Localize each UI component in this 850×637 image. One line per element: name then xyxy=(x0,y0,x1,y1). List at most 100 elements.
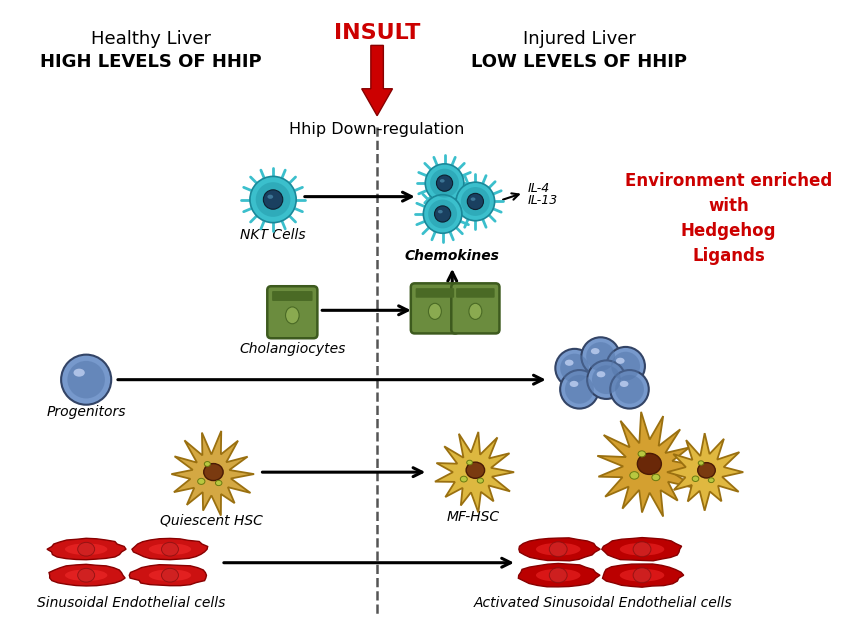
Ellipse shape xyxy=(198,478,205,484)
Polygon shape xyxy=(172,431,254,515)
FancyBboxPatch shape xyxy=(411,283,459,333)
Ellipse shape xyxy=(638,451,646,457)
Polygon shape xyxy=(362,45,393,116)
Ellipse shape xyxy=(469,303,482,319)
Text: LOW LEVELS OF HHIP: LOW LEVELS OF HHIP xyxy=(472,53,688,71)
Polygon shape xyxy=(667,433,743,511)
Polygon shape xyxy=(435,432,514,512)
Polygon shape xyxy=(132,538,207,560)
Ellipse shape xyxy=(536,543,581,555)
Text: HIGH LEVELS OF HHIP: HIGH LEVELS OF HHIP xyxy=(40,53,262,71)
Ellipse shape xyxy=(478,478,484,483)
Ellipse shape xyxy=(461,476,468,482)
Circle shape xyxy=(615,375,644,404)
Text: IL-13: IL-13 xyxy=(527,194,558,207)
Ellipse shape xyxy=(162,542,178,556)
Ellipse shape xyxy=(620,381,628,387)
Circle shape xyxy=(611,352,640,381)
Ellipse shape xyxy=(638,454,661,475)
Ellipse shape xyxy=(591,348,599,354)
Ellipse shape xyxy=(428,303,441,319)
Ellipse shape xyxy=(570,381,578,387)
Ellipse shape xyxy=(438,210,443,213)
Ellipse shape xyxy=(286,307,299,324)
Text: Cholangiocytes: Cholangiocytes xyxy=(239,342,345,356)
Circle shape xyxy=(565,375,594,404)
Ellipse shape xyxy=(597,371,605,377)
Circle shape xyxy=(428,199,457,229)
Ellipse shape xyxy=(73,369,85,376)
Circle shape xyxy=(430,169,459,197)
Text: Chemokines: Chemokines xyxy=(405,249,500,263)
Ellipse shape xyxy=(708,478,714,483)
Circle shape xyxy=(461,187,490,216)
Circle shape xyxy=(468,194,484,210)
Polygon shape xyxy=(518,564,600,587)
Polygon shape xyxy=(49,564,125,586)
Text: Healthy Liver: Healthy Liver xyxy=(91,30,211,48)
Text: Progenitors: Progenitors xyxy=(47,405,126,419)
Circle shape xyxy=(423,195,462,233)
Ellipse shape xyxy=(77,542,94,556)
Ellipse shape xyxy=(652,474,660,481)
FancyBboxPatch shape xyxy=(416,288,454,297)
Polygon shape xyxy=(47,538,126,560)
Ellipse shape xyxy=(471,197,475,201)
FancyBboxPatch shape xyxy=(267,286,317,338)
Circle shape xyxy=(434,206,451,222)
Text: NKT Cells: NKT Cells xyxy=(241,228,306,242)
Circle shape xyxy=(606,347,645,385)
Text: INSULT: INSULT xyxy=(334,23,420,43)
Polygon shape xyxy=(129,564,207,585)
Ellipse shape xyxy=(439,179,445,183)
Ellipse shape xyxy=(149,543,191,555)
FancyBboxPatch shape xyxy=(456,288,495,297)
Text: Sinusoidal Endothelial cells: Sinusoidal Endothelial cells xyxy=(37,596,225,610)
Circle shape xyxy=(425,164,464,203)
Ellipse shape xyxy=(620,569,665,582)
Polygon shape xyxy=(602,538,682,561)
Text: Environment enriched
with
Hedgehog
Ligands: Environment enriched with Hedgehog Ligan… xyxy=(625,172,832,265)
Ellipse shape xyxy=(692,476,699,482)
Ellipse shape xyxy=(467,460,473,465)
Circle shape xyxy=(592,365,620,394)
Circle shape xyxy=(560,354,589,383)
Text: IL-4: IL-4 xyxy=(527,182,550,196)
Ellipse shape xyxy=(466,462,484,478)
Circle shape xyxy=(555,349,594,387)
Ellipse shape xyxy=(698,461,704,465)
Circle shape xyxy=(250,176,296,223)
Ellipse shape xyxy=(633,541,651,557)
Ellipse shape xyxy=(549,568,567,583)
Circle shape xyxy=(610,370,649,408)
Circle shape xyxy=(436,175,453,191)
Circle shape xyxy=(264,190,283,209)
Circle shape xyxy=(586,342,615,371)
Ellipse shape xyxy=(65,543,107,555)
Ellipse shape xyxy=(620,543,665,555)
Text: MF-HSC: MF-HSC xyxy=(447,510,500,524)
Ellipse shape xyxy=(204,462,211,466)
Ellipse shape xyxy=(633,568,651,583)
Ellipse shape xyxy=(162,568,178,582)
Circle shape xyxy=(67,361,105,399)
Polygon shape xyxy=(598,412,700,517)
Circle shape xyxy=(456,182,495,220)
Ellipse shape xyxy=(149,569,191,581)
Ellipse shape xyxy=(549,541,567,557)
Polygon shape xyxy=(603,564,683,587)
Circle shape xyxy=(61,355,111,404)
Ellipse shape xyxy=(268,195,273,199)
Ellipse shape xyxy=(698,462,715,478)
FancyBboxPatch shape xyxy=(272,291,313,301)
Polygon shape xyxy=(518,538,600,561)
Ellipse shape xyxy=(630,471,639,479)
Circle shape xyxy=(256,182,291,217)
Text: Activated Sinusoidal Endothelial cells: Activated Sinusoidal Endothelial cells xyxy=(474,596,733,610)
Text: Injured Liver: Injured Liver xyxy=(523,30,636,48)
Ellipse shape xyxy=(77,568,94,582)
Ellipse shape xyxy=(616,358,625,364)
Ellipse shape xyxy=(565,360,574,366)
Circle shape xyxy=(581,337,620,376)
Circle shape xyxy=(587,361,626,399)
